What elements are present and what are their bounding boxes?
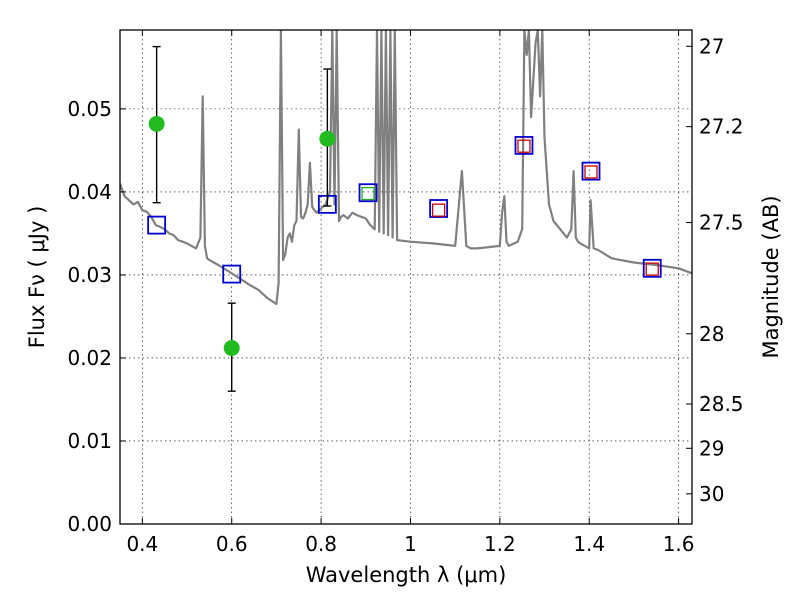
y-tick-label: 0.00 — [67, 512, 112, 536]
photometry-square — [429, 199, 449, 218]
data-point — [148, 115, 165, 132]
photometry-square — [517, 139, 531, 153]
x-tick-label: 0.4 — [126, 532, 158, 556]
photometry-square — [361, 186, 375, 201]
x-tick-label: 1.4 — [573, 532, 605, 556]
x-axis-label: Wavelength λ (μm) — [306, 563, 507, 587]
y2-tick-label: 28.5 — [699, 392, 744, 416]
plot-area — [120, 30, 692, 306]
y2-tick-label: 28 — [699, 322, 724, 346]
y-tick-label: 0.03 — [67, 263, 112, 287]
photometry-square — [581, 161, 601, 181]
y2-tick-label: 27.5 — [699, 211, 744, 235]
photometry-square — [642, 258, 662, 278]
data-point — [319, 130, 336, 147]
y-tick-label: 0.01 — [67, 429, 112, 453]
spectrum-line — [120, 30, 692, 306]
y-axis-label: Flux Fν ( μJy ) — [25, 206, 49, 349]
y2-tick-label: 29 — [699, 436, 724, 460]
plot-frame — [119, 29, 693, 525]
markers — [147, 45, 662, 392]
y2-tick-label: 30 — [699, 482, 724, 506]
y2-tick-label: 27.2 — [699, 115, 744, 139]
photometry-square — [147, 215, 167, 235]
photometry-square — [514, 136, 534, 155]
y-tick-label: 0.05 — [67, 97, 112, 121]
y-tick-label: 0.02 — [67, 346, 112, 370]
x-tick-label: 0.6 — [216, 532, 248, 556]
x-tick-label: 1.2 — [484, 532, 516, 556]
y2-axis-label: Magnitude (AB) — [759, 195, 783, 358]
axes-ticks: 0.4 0.6 0.8 1 1.2 1.4 1.6 0.00 0.01 0.02 0.03 0.04 0… — [67, 30, 744, 556]
photometry-square — [222, 264, 242, 284]
x-tick-label: 0.8 — [305, 532, 337, 556]
x-tick-label: 1.6 — [663, 532, 695, 556]
y-tick-label: 0.04 — [67, 180, 112, 204]
data-point — [223, 339, 240, 356]
photometry-square — [584, 165, 598, 179]
y2-tick-label: 27 — [699, 34, 724, 58]
photometry-square — [645, 262, 659, 276]
x-tick-label: 1 — [404, 532, 417, 556]
photometry-square — [431, 203, 446, 217]
photometry-square — [358, 183, 378, 203]
